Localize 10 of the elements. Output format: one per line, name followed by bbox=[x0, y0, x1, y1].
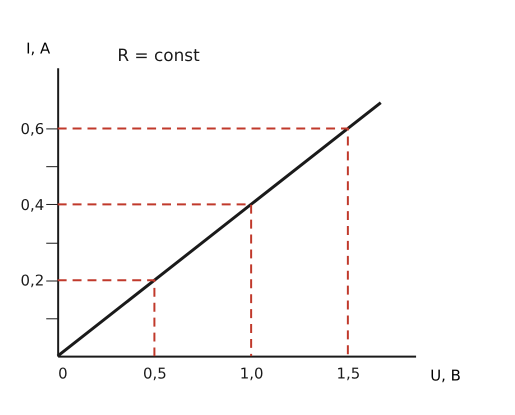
x-tick-label: 1,0 bbox=[240, 364, 264, 382]
x-tick-label: 0,5 bbox=[143, 364, 167, 382]
x-tick-label: 1,5 bbox=[336, 364, 360, 382]
y-axis-title: I, A bbox=[26, 39, 51, 58]
text: R = const bbox=[117, 44, 200, 65]
y-tick-label: 0,2 bbox=[20, 272, 44, 290]
x-tick-label: 0 bbox=[58, 364, 68, 382]
y-tick-label: 0,4 bbox=[20, 196, 44, 214]
x-axis-title: U, B bbox=[430, 366, 461, 384]
y-tick-label: 0,6 bbox=[20, 120, 44, 138]
